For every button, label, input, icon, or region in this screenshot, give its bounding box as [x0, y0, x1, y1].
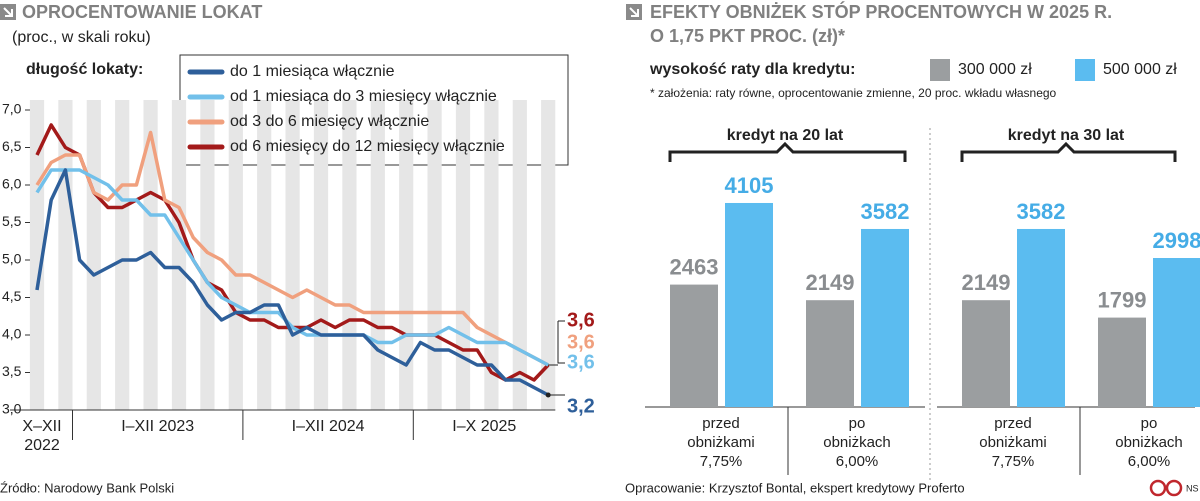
y-tick-label: 5,0	[2, 251, 22, 267]
x-group-label: I–XII 2024	[291, 418, 365, 435]
right-title: EFEKTY OBNIŻEK STÓP PROCENTOWYCH W 2025 …	[650, 1, 1112, 22]
right-title: O 1,75 PKT PROC. (zł)*	[650, 26, 845, 46]
panel-title: kredyt na 20 lat	[727, 127, 844, 144]
bar	[861, 228, 909, 407]
panel-brace	[960, 141, 1177, 162]
left-subtitle: (proc., w skali roku)	[12, 29, 151, 46]
bar	[806, 300, 854, 407]
value-label: 2149	[806, 270, 855, 295]
month-stripe	[171, 100, 187, 410]
legend-label: od 6 miesięcy do 12 miesięcy włącznie	[230, 138, 505, 155]
end-label: 3,6	[567, 351, 595, 373]
legend-title: wysokość raty dla kredytu:	[649, 61, 855, 78]
category-label: przed obniżkami 7,75%	[979, 415, 1047, 470]
panel-brace	[668, 141, 907, 162]
month-stripe	[342, 100, 357, 410]
month-stripe	[86, 100, 101, 410]
note: * założenia: raty równe, oprocentowanie …	[650, 86, 1057, 100]
y-tick-label: 3,5	[2, 363, 22, 379]
value-label: 1799	[1098, 287, 1147, 312]
bar	[725, 202, 773, 407]
x-group-label: I–XII 2023	[121, 418, 195, 435]
legend-label: 300 000 zł	[958, 61, 1032, 78]
y-tick-label: 6,5	[2, 138, 22, 154]
bar	[1098, 317, 1146, 407]
month-stripe	[541, 100, 556, 410]
x-group-label: X–XII 2022	[22, 418, 62, 454]
left-title: OPROCENTOWANIE LOKAT	[22, 2, 262, 22]
legend-label: od 1 miesiąca do 3 miesięcy włącznie	[230, 88, 497, 105]
y-tick-label: 5,5	[2, 213, 22, 229]
end-label: 3,2	[567, 395, 595, 417]
legend-label: 500 000 zł	[1103, 61, 1177, 78]
end-label: 3,6	[567, 309, 595, 331]
series-line	[35, 168, 550, 397]
logo-icon	[1149, 479, 1167, 497]
month-stripe	[115, 100, 130, 410]
series-line	[35, 168, 550, 367]
x-group-label: I–X 2025	[452, 418, 517, 435]
legend-label: od 3 do 6 miesięcy włącznie	[230, 113, 429, 130]
value-label: 2463	[670, 254, 719, 279]
logo-icon	[1165, 479, 1183, 497]
title-arrow	[629, 7, 639, 17]
month-stripe	[200, 100, 215, 410]
bar	[1153, 257, 1200, 407]
end-label: 3,6	[567, 331, 595, 353]
month-stripe	[257, 100, 272, 410]
panel-title: kredyt na 30 lat	[1008, 127, 1125, 144]
bar	[962, 300, 1010, 407]
end-bracket	[548, 320, 565, 396]
month-stripe	[370, 100, 385, 410]
legend-title: długość lokaty:	[26, 61, 143, 78]
bar	[670, 284, 718, 407]
value-label: 3582	[1017, 199, 1066, 224]
series-line	[35, 130, 550, 367]
category-label: po obniżkach 6,00%	[823, 415, 891, 470]
category-label: przed obniżkami 7,75%	[687, 415, 755, 470]
value-label: 3582	[861, 199, 910, 224]
value-label: 2149	[962, 270, 1011, 295]
value-label: 4105	[725, 173, 774, 198]
legend-label: do 1 miesiąca włącznie	[230, 63, 395, 80]
y-tick-label: 4,5	[2, 288, 22, 304]
month-stripe	[512, 100, 527, 410]
bar	[1017, 228, 1065, 407]
right-source: Opracowanie: Krzysztof Bontal, ekspert k…	[625, 480, 965, 495]
value-label: 2998	[1153, 228, 1200, 253]
y-tick-label: 4,0	[2, 326, 22, 342]
y-tick-label: 7,0	[2, 101, 22, 117]
left-source: Źródło: Narodowy Bank Polski	[0, 480, 174, 495]
title-arrow	[3, 7, 13, 17]
month-stripe	[228, 100, 243, 410]
legend-swatch	[1075, 59, 1095, 81]
category-label: po obniżkach 6,00%	[1115, 415, 1183, 470]
y-tick-label: 6,0	[2, 176, 22, 192]
y-tick-label: 3,0	[2, 401, 22, 417]
logo: NS	[1186, 483, 1199, 493]
legend-swatch	[930, 59, 950, 81]
